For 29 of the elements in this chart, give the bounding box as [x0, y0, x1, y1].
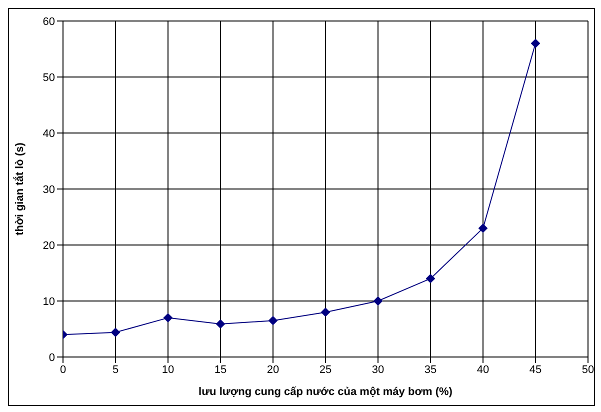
- point: [216, 319, 225, 328]
- point: [164, 313, 172, 322]
- y-tick-label: 0: [48, 352, 55, 364]
- x-tick-label: 0: [60, 364, 66, 376]
- x-axis-title: lưu lượng cung cấp nước của một máy bơm (%): [198, 386, 453, 398]
- point: [268, 316, 278, 326]
- point: [478, 224, 488, 233]
- x-tick-label: 20: [266, 364, 280, 376]
- x-tick-label: 50: [582, 364, 594, 376]
- y-tick-label: 60: [42, 16, 55, 28]
- y-axis-title: thời gian tắt lò (s): [12, 142, 26, 236]
- point: [426, 274, 435, 284]
- y-tick-label: 50: [42, 72, 55, 84]
- point: [111, 328, 120, 337]
- x-tick-label: 45: [529, 364, 542, 376]
- x-tick-label: 35: [424, 364, 437, 376]
- point: [531, 38, 540, 48]
- x-tick-label: 30: [372, 364, 384, 376]
- point: [321, 308, 330, 317]
- y-tick-label: 10: [42, 296, 55, 308]
- y-tick-label: 20: [42, 240, 55, 252]
- x-tick-label: 5: [112, 364, 119, 376]
- x-tick-label: 25: [319, 364, 332, 376]
- point: [374, 296, 382, 306]
- y-tick-label: 40: [42, 128, 55, 140]
- x-tick-label: 15: [214, 364, 227, 376]
- y-tick-label: 30: [42, 184, 55, 196]
- x-tick-label: 10: [162, 364, 174, 376]
- x-tick-label: 40: [476, 364, 490, 376]
